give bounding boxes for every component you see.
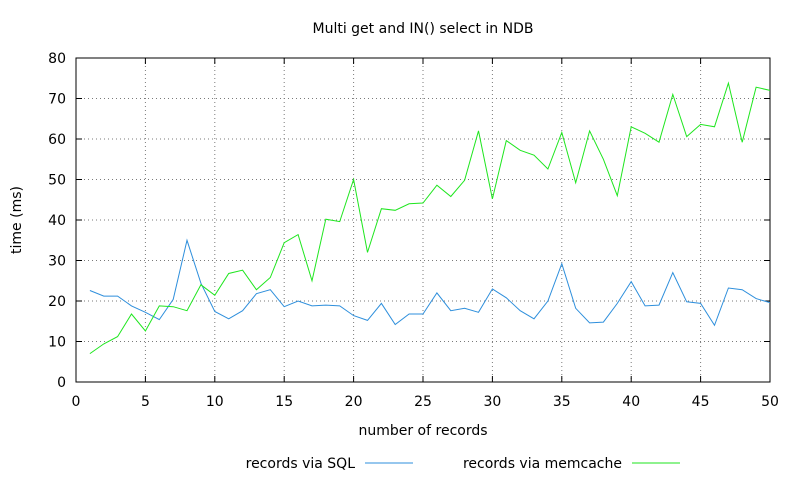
y-tick-label: 60: [48, 132, 66, 148]
y-tick-label: 0: [57, 375, 66, 391]
series-line-memcache: [89, 81, 771, 355]
x-tick-label: 40: [622, 394, 640, 410]
legend-label-sql: records via SQL: [246, 456, 356, 472]
y-tick-label: 80: [48, 51, 66, 67]
y-tick-label: 40: [48, 213, 66, 229]
x-tick-label: 20: [345, 394, 363, 410]
y-tick-label: 30: [48, 254, 66, 270]
legend-label-memcache: records via memcache: [463, 456, 622, 472]
x-tick-label: 10: [206, 394, 224, 410]
chart-title: Multi get and IN() select in NDB: [313, 21, 534, 37]
x-tick-label: 45: [692, 394, 710, 410]
x-tick-label: 30: [483, 394, 501, 410]
y-tick-label: 50: [48, 173, 66, 189]
y-tick-label: 10: [48, 335, 66, 351]
y-tick-label: 70: [48, 92, 66, 108]
x-tick-label: 50: [761, 394, 779, 410]
x-axis-label: number of records: [358, 423, 487, 439]
y-axis-label: time (ms): [9, 186, 25, 254]
series-lines: [89, 81, 771, 355]
y-tick-label: 20: [48, 294, 66, 310]
grid: [76, 58, 770, 382]
x-tick-label: 15: [275, 394, 293, 410]
series-line-sql: [89, 238, 771, 327]
axis-ticks: 0 5 10 15 20 25 30 35 40 45 50 0 10 20 30 40 50 60 70 80: [48, 51, 779, 410]
x-tick-label: 0: [72, 394, 81, 410]
legend: records via SQL records via memcache: [246, 456, 680, 472]
x-tick-label: 35: [553, 394, 571, 410]
x-tick-label: 5: [141, 394, 150, 410]
x-tick-label: 25: [414, 394, 432, 410]
